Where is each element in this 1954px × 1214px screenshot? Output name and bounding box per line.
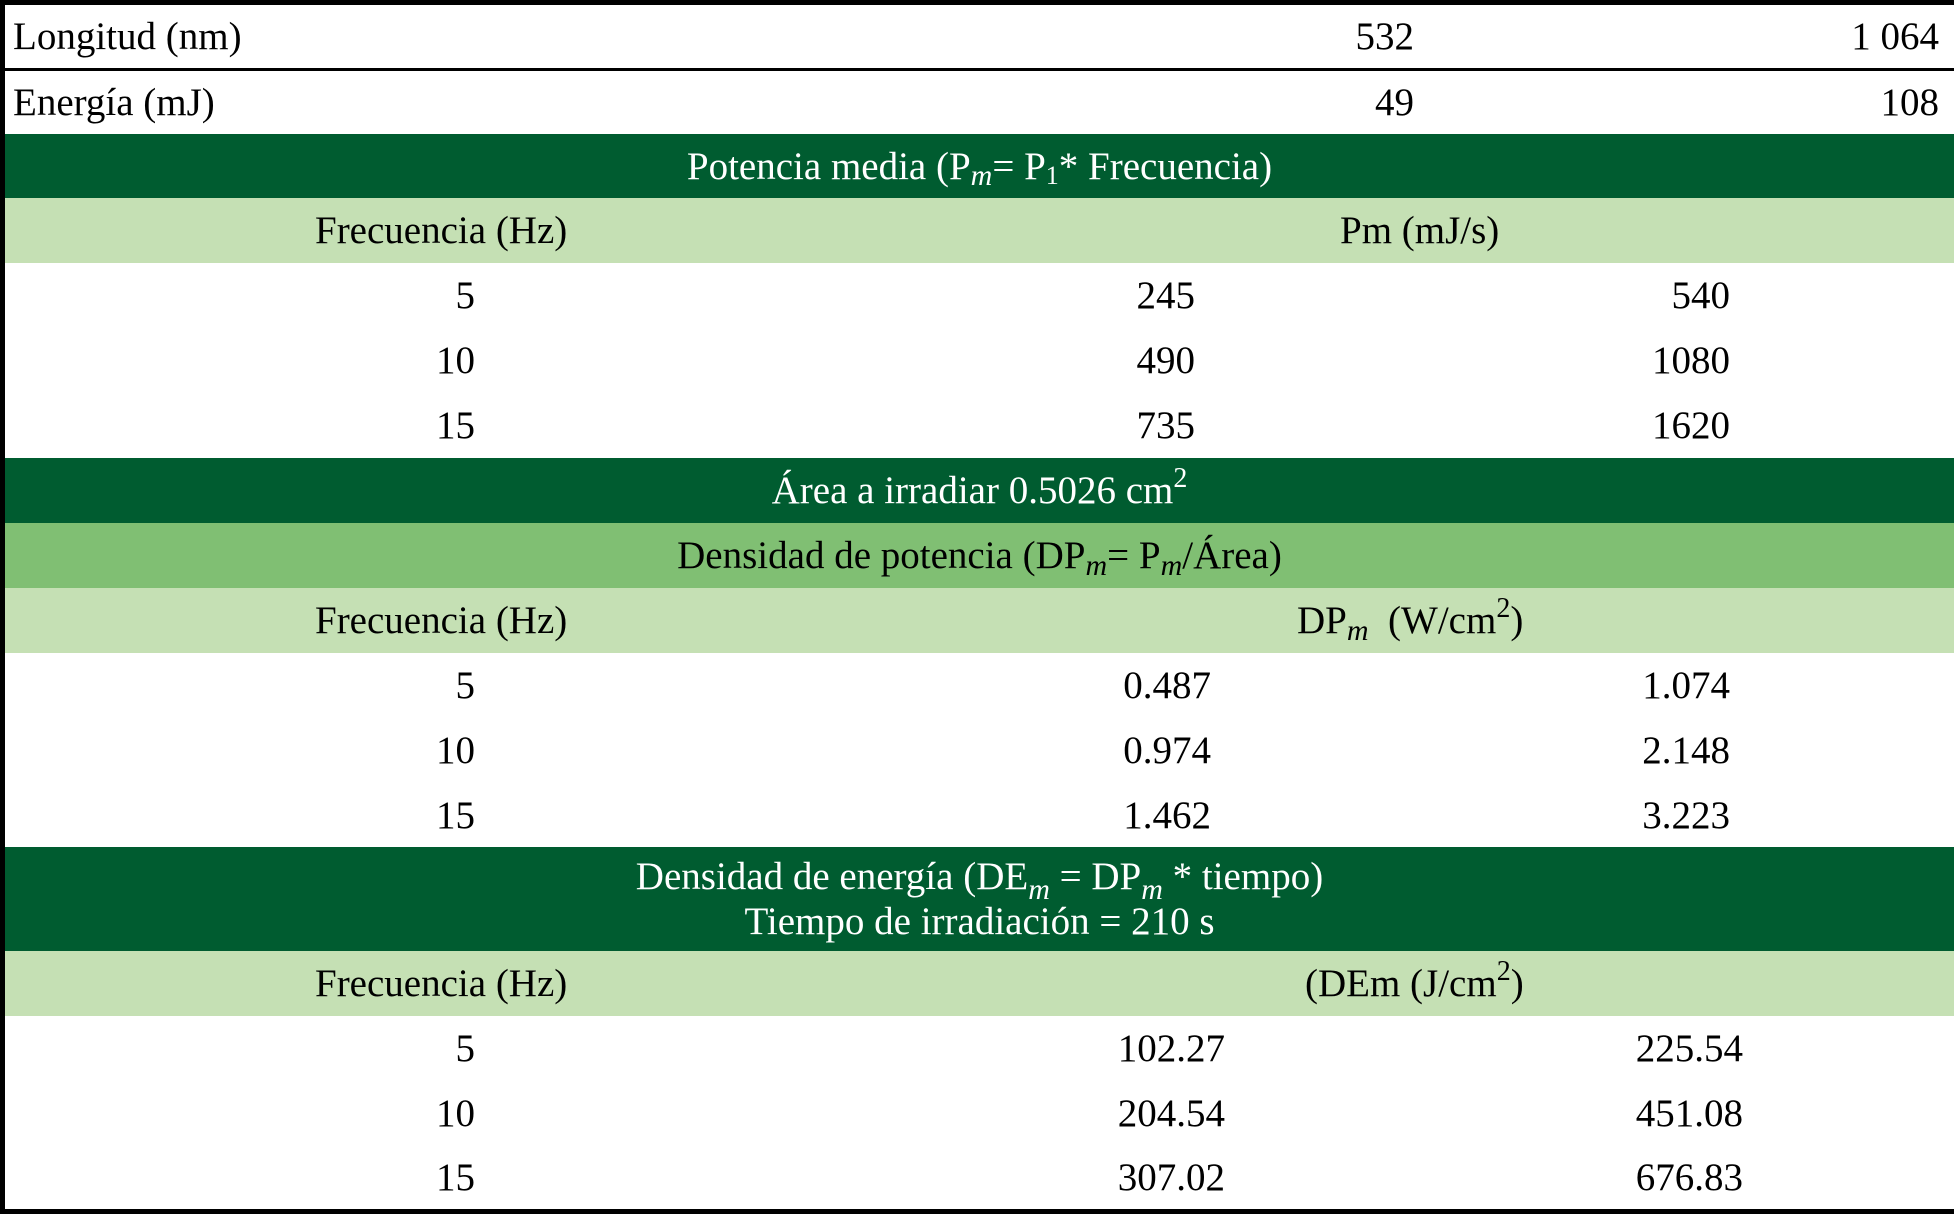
- freq-cell: 15: [436, 1156, 475, 1199]
- densidad-energia-line2: Tiempo de irradiación = 210 s: [744, 900, 1215, 943]
- row-energia: Energía (mJ) 49 108: [5, 71, 1954, 134]
- subscript: m: [1160, 548, 1183, 582]
- header-text: ): [1510, 599, 1524, 642]
- longitud-532: 532: [1355, 15, 1415, 58]
- subscript: m: [1141, 873, 1163, 906]
- value-532: 204.54: [1117, 1092, 1225, 1135]
- freq-cell: 10: [436, 1092, 475, 1135]
- section-header-densidad-energia: Densidad de energía (DEm = DPm * tiempo)…: [5, 847, 1954, 951]
- value-1064: 3.223: [1642, 793, 1730, 837]
- table-row: 5 102.27 225.54: [5, 1016, 1954, 1081]
- superscript: 2: [1496, 955, 1511, 987]
- header-text: DP: [1297, 599, 1347, 642]
- densidad-energia-line1: Densidad de energía (DEm = DPm * tiempo): [635, 855, 1324, 905]
- energia-532: 49: [1375, 81, 1414, 124]
- subscript: m: [1028, 873, 1050, 906]
- energia-1064: 108: [1880, 81, 1940, 124]
- column-header-potencia: Frecuencia (Hz) Pm (mJ/s): [5, 198, 1954, 263]
- value-532: 0.487: [1123, 664, 1211, 707]
- title-text: = P: [1107, 534, 1161, 577]
- title-text: = DP: [1049, 855, 1142, 898]
- col-header-dem: (DEm (J/cm 2): [1305, 951, 1524, 1016]
- subscript: m: [1346, 613, 1369, 647]
- freq-cell: 10: [436, 339, 475, 382]
- value-1064: 676.83: [1635, 1156, 1743, 1199]
- col-header-frecuencia: Frecuencia (Hz): [315, 962, 568, 1005]
- value-1064: 1.074: [1642, 664, 1730, 707]
- value-532: 490: [1136, 339, 1196, 382]
- row-longitud: Longitud (nm) 532 1 064: [5, 5, 1954, 68]
- header-text: (DEm (J/cm: [1305, 962, 1497, 1005]
- subscript: m: [970, 159, 993, 192]
- table-row: 15 735 1620: [5, 393, 1954, 458]
- value-532: 245: [1136, 274, 1196, 317]
- value-532: 307.02: [1117, 1156, 1225, 1199]
- energia-label: Energía (mJ): [13, 81, 215, 124]
- area-title: Área a irradiar 0.5026 cm 2: [5, 458, 1954, 523]
- title-text: * tiempo): [1162, 855, 1324, 898]
- value-532: 735: [1136, 404, 1196, 447]
- subscript: m: [1085, 548, 1108, 582]
- table-row: 15 1.462 3.223: [5, 783, 1954, 847]
- header-text: (W/cm: [1368, 599, 1497, 642]
- freq-cell: 15: [436, 404, 475, 447]
- table-row: 15 307.02 676.83: [5, 1146, 1954, 1209]
- section-header-area: Área a irradiar 0.5026 cm 2: [5, 458, 1954, 523]
- longitud-1064: 1 064: [1851, 15, 1939, 58]
- title-text: Densidad de potencia (DP: [677, 534, 1086, 577]
- title-text: Potencia media (P: [686, 144, 971, 188]
- title-text: /Área): [1182, 534, 1282, 577]
- table-row: 10 490 1080: [5, 328, 1954, 393]
- value-1064: 1080: [1652, 339, 1730, 382]
- value-532: 102.27: [1117, 1027, 1225, 1070]
- freq-cell: 5: [455, 1027, 476, 1070]
- value-1064: 451.08: [1635, 1092, 1743, 1135]
- value-532: 0.974: [1123, 729, 1211, 772]
- value-1064: 1620: [1652, 404, 1730, 447]
- value-1064: 2.148: [1642, 729, 1730, 772]
- title-text: Densidad de energía (DE: [635, 855, 1029, 898]
- header-text: ): [1510, 962, 1524, 1005]
- value-532: 1.462: [1123, 793, 1211, 837]
- value-1064: 225.54: [1635, 1027, 1743, 1070]
- value-1064: 540: [1671, 274, 1731, 317]
- title-text: = P: [992, 144, 1046, 188]
- table-row: 10 0.974 2.148: [5, 718, 1954, 783]
- col-header-frecuencia: Frecuencia (Hz): [315, 209, 568, 252]
- densidad-energia-title: Densidad de energía (DEm = DPm * tiempo)…: [5, 847, 1954, 951]
- longitud-label: Longitud (nm): [13, 15, 242, 58]
- subscript: 1: [1045, 161, 1059, 190]
- superscript: 2: [1496, 592, 1511, 624]
- title-text: Área a irradiar 0.5026 cm: [771, 469, 1174, 512]
- freq-cell: 15: [436, 793, 475, 837]
- table-row: 5 0.487 1.074: [5, 653, 1954, 718]
- table-row: 10 204.54 451.08: [5, 1081, 1954, 1146]
- table-row: 5 245 540: [5, 263, 1954, 328]
- superscript: 2: [1173, 462, 1188, 494]
- row-divider: [5, 68, 1954, 71]
- column-header-densidad-potencia: Frecuencia (Hz) DP m (W/cm 2): [5, 588, 1954, 653]
- title-text: * Frecuencia): [1058, 144, 1273, 188]
- col-header-pm: Pm (mJ/s): [1340, 209, 1500, 252]
- col-header-dpm: DP m (W/cm 2): [1297, 588, 1523, 653]
- freq-cell: 5: [455, 274, 476, 317]
- column-header-densidad-energia: Frecuencia (Hz) (DEm (J/cm 2): [5, 951, 1954, 1016]
- freq-cell: 5: [455, 664, 476, 707]
- col-header-frecuencia: Frecuencia (Hz): [315, 599, 568, 642]
- freq-cell: 10: [436, 729, 475, 772]
